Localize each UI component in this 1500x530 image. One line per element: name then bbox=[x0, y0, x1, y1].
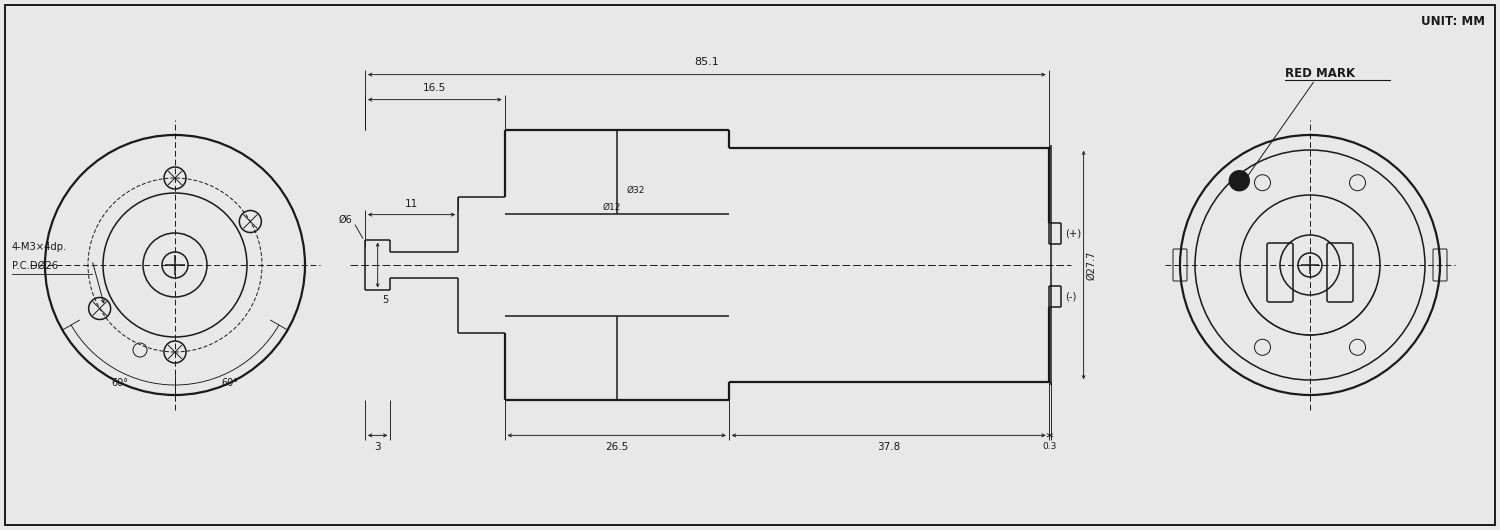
Text: 37.8: 37.8 bbox=[878, 443, 900, 453]
Text: 16.5: 16.5 bbox=[423, 83, 447, 93]
Text: 11: 11 bbox=[405, 199, 418, 209]
Text: Ø32: Ø32 bbox=[627, 186, 645, 195]
Text: 26.5: 26.5 bbox=[604, 443, 628, 453]
Text: 5: 5 bbox=[381, 295, 388, 305]
Text: 60°: 60° bbox=[222, 378, 238, 388]
Text: 60°: 60° bbox=[111, 378, 129, 388]
Text: Ø12: Ø12 bbox=[603, 203, 621, 212]
Text: RED MARK: RED MARK bbox=[1286, 67, 1354, 80]
Text: Ø6: Ø6 bbox=[338, 215, 352, 225]
Text: 0.3: 0.3 bbox=[1042, 443, 1058, 452]
Text: (+): (+) bbox=[1065, 228, 1082, 239]
Text: P.C.DØ26: P.C.DØ26 bbox=[12, 261, 58, 271]
Text: UNIT: MM: UNIT: MM bbox=[1420, 15, 1485, 28]
Text: 85.1: 85.1 bbox=[694, 57, 718, 67]
Text: Ø27.7: Ø27.7 bbox=[1086, 250, 1096, 280]
Text: 3: 3 bbox=[375, 443, 381, 453]
Text: (-): (-) bbox=[1065, 292, 1077, 302]
Text: 4-M3×4dp.: 4-M3×4dp. bbox=[12, 242, 68, 252]
Circle shape bbox=[1230, 171, 1250, 191]
